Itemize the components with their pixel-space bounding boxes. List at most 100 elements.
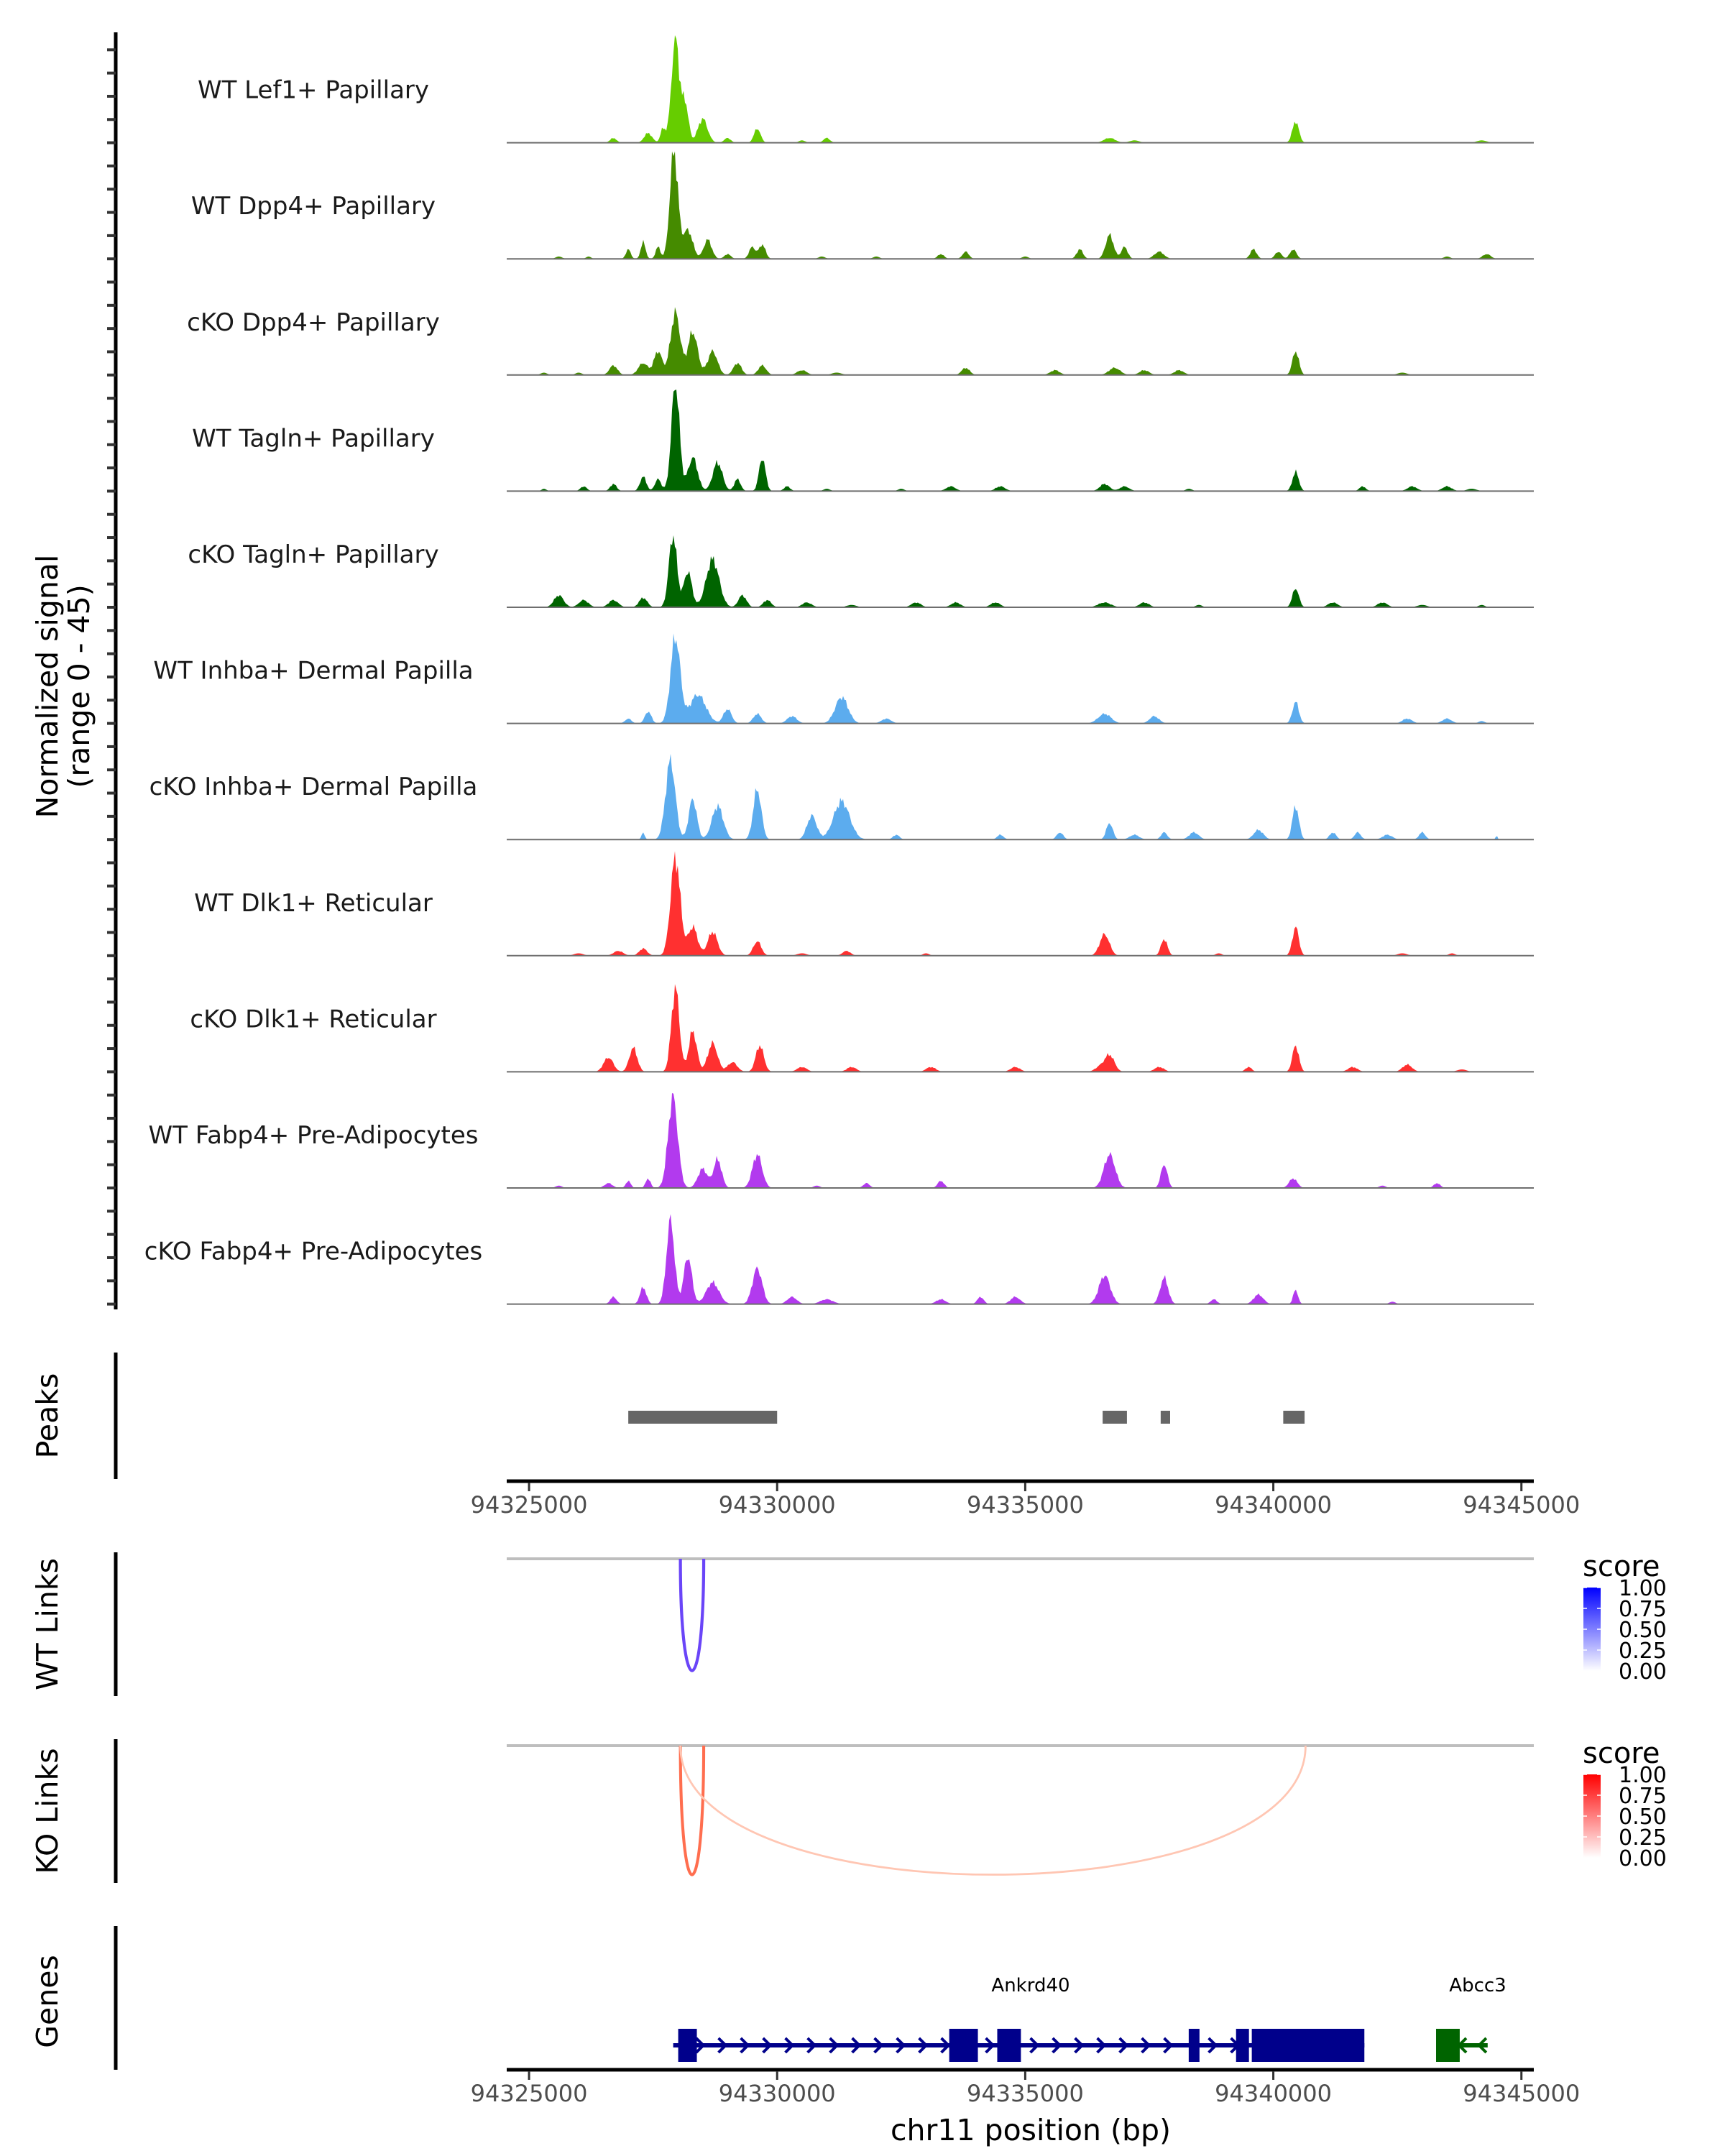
links-track-label: WT Links — [30, 1558, 65, 1690]
x-tick-label: 94325000 — [471, 2080, 588, 2107]
y-axis-title-line2: (range 0 - 45) — [62, 584, 96, 788]
coverage-signal-area — [507, 535, 1506, 607]
x-tick-label: 94335000 — [967, 2080, 1084, 2107]
track-label: WT Fabp4+ Pre-Adipocytes — [149, 1121, 479, 1150]
track-label: cKO Dlk1+ Reticular — [190, 1005, 436, 1033]
strand-arrow-icon — [940, 2037, 951, 2054]
track-label: cKO Fabp4+ Pre-Adipocytes — [144, 1238, 483, 1266]
strand-arrow-icon — [806, 2037, 817, 2054]
strand-arrow-icon — [1052, 2037, 1062, 2054]
gene-label: Ankrd40 — [991, 1975, 1070, 1996]
x-tick-label: 94345000 — [1463, 2080, 1580, 2107]
strand-arrow-icon — [896, 2037, 906, 2054]
legend-tick-label: 1.00 — [1619, 1763, 1667, 1788]
link-arc — [679, 1745, 1307, 1876]
legend-tick-label: 1.00 — [1619, 1576, 1667, 1601]
coverage-track: WT Tagln+ Papillary — [192, 390, 1534, 492]
strand-arrow-icon — [1074, 2037, 1085, 2054]
track-label: WT Inhba+ Dermal Papilla — [153, 657, 473, 686]
track-label: WT Tagln+ Papillary — [192, 424, 435, 453]
coverage-signal-area — [507, 307, 1506, 375]
track-label: cKO Dpp4+ Papillary — [187, 308, 440, 337]
strand-arrow-icon — [851, 2037, 862, 2054]
gene-model: Ankrd40 — [673, 1975, 1365, 2062]
coverage-panel: Normalized signal (range 0 - 45) WT Lef1… — [30, 32, 1534, 1309]
coverage-signal-area — [507, 1093, 1506, 1188]
peak-range — [1283, 1411, 1305, 1424]
coverage-signal-area — [507, 851, 1506, 956]
gene-model: Abcc3 — [1436, 1975, 1506, 2062]
gene-exon — [1188, 2029, 1200, 2062]
links-track-label: KO Links — [30, 1748, 65, 1874]
legend-tick-label: 0.75 — [1619, 1597, 1667, 1622]
strand-arrow-icon — [695, 2037, 706, 2054]
genes-track-label: Genes — [30, 1955, 65, 2048]
strand-arrow-icon — [1096, 2037, 1107, 2054]
x-axis-top: 94325000 94330000 94335000 94340000 94345000 — [471, 1483, 1580, 1519]
x-tick-label: 94340000 — [1215, 2080, 1332, 2107]
gene-exon — [678, 2029, 697, 2062]
track-label: cKO Tagln+ Papillary — [188, 540, 438, 569]
strand-arrow-icon — [784, 2037, 795, 2054]
link-arc — [678, 1745, 706, 1876]
strand-arrow-icon — [762, 2037, 773, 2054]
peak-range — [628, 1411, 778, 1424]
legend-tick-label: 0.75 — [1619, 1784, 1667, 1809]
legend-tick-label: 0.00 — [1619, 1846, 1667, 1871]
track-label: WT Dpp4+ Papillary — [191, 192, 436, 221]
strand-arrow-icon — [1163, 2037, 1174, 2054]
gene-models: Ankrd40 Abcc3 — [673, 1975, 1506, 2062]
gene-exon — [997, 2029, 1021, 2062]
strand-arrow-icon — [1208, 2037, 1218, 2054]
coverage-signal-area — [507, 151, 1506, 259]
strand-arrow-icon — [1476, 2037, 1488, 2054]
strand-arrow-icon — [873, 2037, 884, 2054]
strand-arrow-icon — [829, 2037, 840, 2054]
x-tick-label: 94330000 — [719, 2080, 836, 2107]
coverage-track: cKO Fabp4+ Pre-Adipocytes — [144, 1214, 1534, 1305]
legend-tick-label: 0.00 — [1619, 1659, 1667, 1685]
track-label: WT Dlk1+ Reticular — [194, 889, 433, 918]
legend-title: score — [1583, 1737, 1660, 1770]
track-label: WT Lef1+ Papillary — [198, 76, 429, 105]
x-axis-title: chr11 position (bp) — [891, 2113, 1171, 2147]
gene-exon — [1236, 2029, 1249, 2062]
y-axis-title-line1: Normalized signal — [30, 555, 65, 819]
legend-tick-label: 0.25 — [1619, 1825, 1667, 1851]
legend-tick-label: 0.25 — [1619, 1639, 1667, 1664]
x-tick-label: 94325000 — [471, 1491, 588, 1519]
coverage-track: WT Lef1+ Papillary — [198, 35, 1534, 144]
x-tick-label: 94330000 — [719, 1491, 836, 1519]
strand-arrow-icon — [1141, 2037, 1151, 2054]
coverage-tracks: WT Lef1+ Papillary WT Dpp4+ Papillary cKO … — [144, 35, 1534, 1305]
strand-arrow-icon — [717, 2037, 728, 2054]
track-label: cKO Inhba+ Dermal Papilla — [150, 773, 478, 801]
strand-arrow-icon — [918, 2037, 929, 2054]
link-arc — [678, 1558, 706, 1672]
peak-ranges — [628, 1411, 1305, 1424]
x-tick-label: 94340000 — [1215, 1491, 1332, 1519]
gene-label: Abcc3 — [1449, 1975, 1506, 1996]
coverage-signal-area — [507, 754, 1506, 840]
gene-exon — [1436, 2029, 1460, 2062]
coverage-track: WT Inhba+ Dermal Papilla — [153, 633, 1534, 724]
coverage-track: WT Dlk1+ Reticular — [194, 851, 1534, 957]
y-axis-ticks — [107, 48, 116, 1306]
strand-arrow-icon — [740, 2037, 750, 2054]
genes-panel: Genes Ankrd40 Abcc3 94325000 94330000 94335… — [30, 1926, 1580, 2147]
coverage-track: WT Dpp4+ Papillary — [191, 151, 1534, 260]
strand-arrow-icon — [1029, 2037, 1040, 2054]
strand-arrow-icon — [985, 2037, 995, 2054]
coverage-signal-area — [507, 984, 1506, 1072]
coverage-signal-area — [507, 1214, 1506, 1304]
x-axis-bottom: 94325000 94330000 94335000 94340000 94345000 — [471, 2071, 1580, 2107]
peaks-track-label: Peaks — [30, 1373, 65, 1459]
x-tick-label: 94345000 — [1463, 1491, 1580, 1519]
coverage-track: cKO Dlk1+ Reticular — [190, 984, 1534, 1073]
peaks-panel: Peaks 94325000 94330000 94335000 94340000 94… — [30, 1353, 1580, 1519]
peak-range — [1160, 1411, 1170, 1424]
coverage-signal-area — [507, 633, 1506, 724]
coverage-track: cKO Dpp4+ Papillary — [187, 307, 1534, 376]
